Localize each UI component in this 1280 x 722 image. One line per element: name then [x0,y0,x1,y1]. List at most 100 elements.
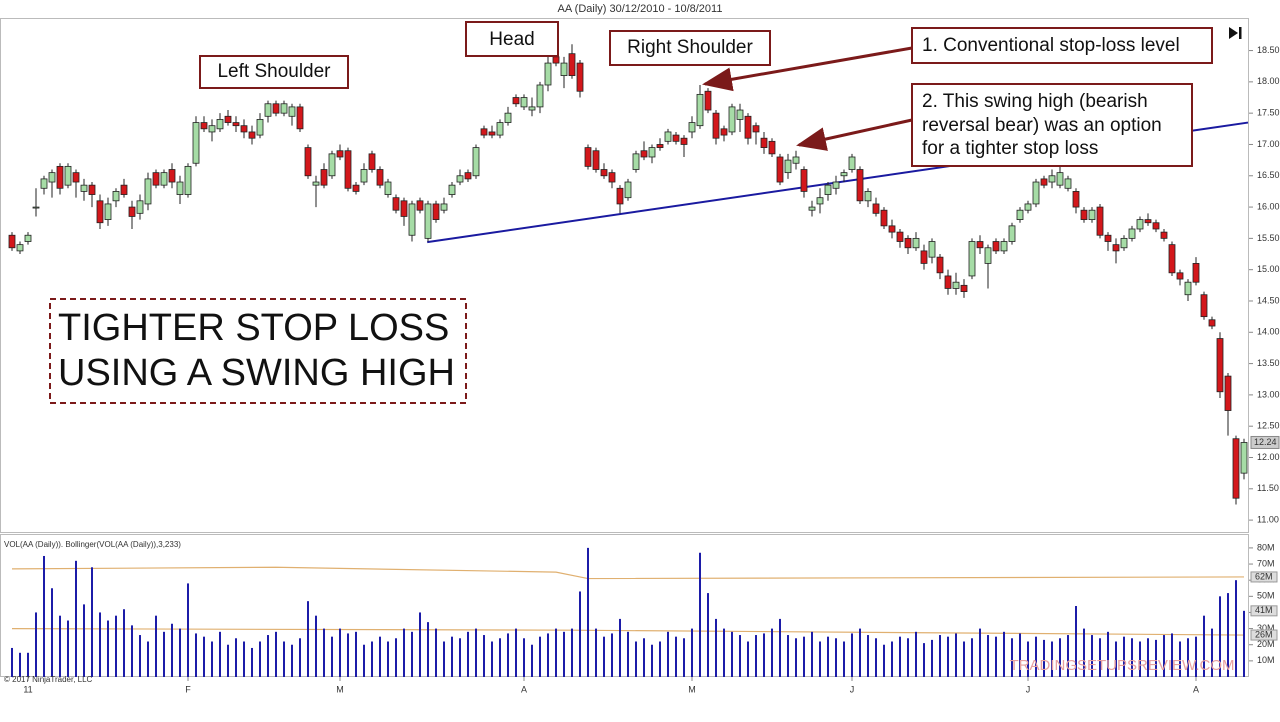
candle-body [456,175,464,183]
candle-body [152,172,160,186]
y-tick-label: 80M [1257,542,1275,552]
x-tick-label: A [1193,684,1199,694]
candle-body [168,169,176,183]
candle-body [848,156,856,170]
x-tick-label: A [521,684,527,694]
headline-box [49,298,467,404]
annotation: Head [489,29,534,50]
candle-body [624,181,632,199]
candle-body [1000,241,1008,252]
candle-body [640,150,648,158]
candle-body [584,147,592,167]
candle-body [840,172,848,177]
candle-body [1024,203,1032,211]
candle-body [344,150,352,189]
y-tick-label: 18.00 [1257,76,1280,86]
candle-body [1144,219,1152,224]
candle-body [576,62,584,92]
candle-body [1160,231,1168,239]
candle-body [968,241,976,277]
headline: USING A SWING HIGH [58,352,455,394]
candle-body [736,109,744,120]
candle-body [408,203,416,236]
y-tick-label: 11.50 [1257,483,1279,493]
candle-body [880,209,888,227]
candle-body [264,103,272,117]
candle-body [1008,225,1016,242]
watermark: TRADINGSETUPSREVIEW.COM [1009,657,1234,674]
candle-body [440,203,448,211]
candle-body [48,172,56,183]
candle-body [80,184,88,192]
candle-body [864,191,872,202]
y-tick-label: 13.00 [1257,389,1280,399]
candle-body [112,191,120,202]
candle-body [760,137,768,148]
annotation: 2. This swing high (bearish [922,91,1148,112]
candle-body [832,181,840,189]
candle-body [1136,219,1144,230]
candle-body [984,247,992,264]
candle-body [328,153,336,177]
candle-body [416,200,424,211]
y-tick-label: 13.50 [1257,358,1280,368]
candle-body [912,237,920,249]
candle-body [1064,178,1072,189]
candle-body [8,234,16,249]
candle-body [792,156,800,164]
marks: 18.50 18.00 17.50 17.00 16.50 16.00 15.50 15.00… [8,44,1280,694]
chart-title: AA (Daily) 30/12/2010 - 10/8/2011 [558,3,723,15]
y-tick-label: 12.50 [1257,421,1280,431]
candle-body [512,97,520,105]
candle-body [784,159,792,174]
candle-body [104,203,112,220]
candle-body [944,275,952,289]
annotation-box [911,27,1213,64]
candle-body [568,53,576,76]
goto-end-icon[interactable] [1229,27,1242,39]
candle-body [336,150,344,158]
candle-body [64,165,72,186]
volume-title: VOL(AA (Daily)). Bollinger(VOL(AA (Daily… [4,540,181,549]
price-marker-label: 12.24 [1254,437,1277,447]
candle-body [720,128,728,136]
candle-body [496,122,504,136]
candle-body [1040,178,1048,186]
candle-body [56,165,64,189]
candle-body [96,200,104,224]
candle-body [888,225,896,233]
candle-body [960,284,968,292]
candle-body [360,169,368,183]
candle-body [384,181,392,195]
candle-body [272,103,280,114]
candle-body [1128,228,1136,239]
candle-body [240,125,248,133]
candle-body [1032,181,1040,205]
candle-body [1112,244,1120,252]
x-tick-label: 11 [23,684,32,694]
candle-body [1192,263,1200,283]
candle-body [1240,442,1248,474]
candle-body [520,97,528,108]
candle-body [128,206,136,217]
candle-body [1016,209,1024,220]
y-tick-label: 14.00 [1257,327,1280,337]
candle-body [680,137,688,145]
y-tick-label: 30M [1257,623,1275,633]
y-tick-label: 16.00 [1257,201,1280,211]
y-tick-label: 10M [1257,655,1275,665]
candle-body [632,153,640,170]
candle-body [488,131,496,136]
candle-body [536,84,544,108]
candle-body [424,203,432,239]
x-tick-label: M [688,684,696,694]
candle-body [1120,237,1128,249]
candle-body [192,122,200,164]
annotation: 1. Conventional stop-loss level [922,35,1180,56]
candle-body [656,144,664,148]
candle-body [200,122,208,130]
headline: TIGHTER STOP LOSS [58,307,449,349]
arrow [702,46,913,92]
candle-body [928,241,936,258]
y-tick-label: 16.50 [1257,170,1280,180]
